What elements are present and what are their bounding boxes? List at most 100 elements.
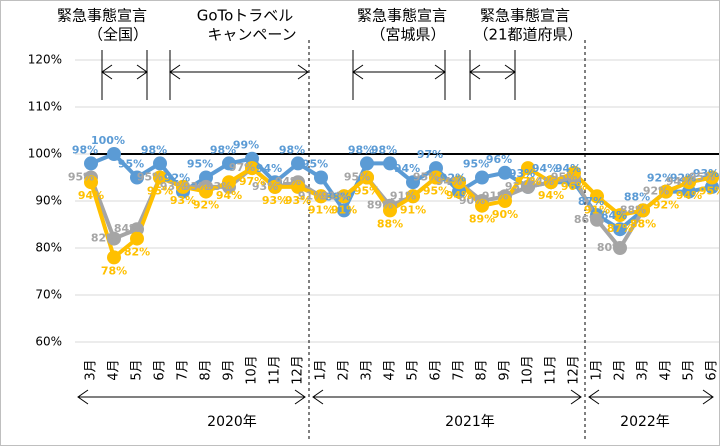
x-tick-label: 2月 — [337, 359, 352, 380]
data-label: 91% — [400, 203, 426, 216]
data-point — [245, 161, 259, 176]
data-point — [590, 212, 604, 227]
data-point — [613, 241, 627, 255]
data-label: 86% — [574, 213, 600, 226]
data-label: 91% — [482, 189, 508, 202]
data-point — [475, 170, 489, 185]
annotation-text: （全国） — [88, 26, 148, 44]
data-point — [84, 156, 98, 171]
data-label: 91% — [298, 189, 324, 202]
x-tick-label: 6月 — [429, 359, 444, 380]
data-point — [636, 203, 650, 218]
data-label: 92% — [440, 172, 466, 185]
data-point — [314, 189, 328, 204]
data-point — [268, 179, 282, 194]
x-tick-label: 8月 — [199, 359, 214, 380]
data-label: 95% — [413, 171, 439, 184]
data-label: 93% — [160, 180, 186, 193]
data-point — [613, 208, 627, 223]
data-point — [590, 189, 604, 204]
y-tick-label: 80% — [35, 241, 62, 255]
data-label: 98% — [72, 143, 98, 156]
data-label: 95% — [187, 158, 213, 171]
annotation-text: GoToトラベル — [197, 7, 294, 25]
data-label: 99% — [233, 139, 259, 152]
data-label: 94% — [446, 189, 472, 202]
data-label: 94% — [676, 189, 702, 202]
data-point — [521, 179, 535, 194]
x-tick-label: 1月 — [590, 359, 605, 380]
data-label: 82% — [91, 232, 117, 245]
data-label: 91% — [331, 203, 357, 216]
data-label: 93% — [183, 180, 209, 193]
data-label: 92% — [193, 199, 219, 212]
year-arrow-head — [312, 389, 582, 405]
data-point — [360, 170, 374, 185]
data-point — [107, 147, 121, 161]
data-point — [705, 170, 719, 185]
data-label: 89% — [367, 199, 393, 212]
data-label: 97% — [515, 175, 541, 188]
data-label: 95% — [463, 158, 489, 171]
data-label: 91% — [321, 189, 347, 202]
data-point — [498, 194, 512, 208]
data-point — [682, 175, 696, 190]
data-label: 93% — [170, 194, 196, 207]
data-point — [383, 203, 397, 218]
annotation-arrow-head — [352, 64, 446, 80]
x-tick-label: 5月 — [682, 359, 697, 380]
data-label: 93% — [206, 180, 232, 193]
year-label: 2020年 — [207, 414, 257, 430]
data-point — [153, 156, 167, 171]
data-label: 84% — [114, 222, 140, 235]
data-point — [383, 156, 397, 171]
data-point — [544, 175, 558, 190]
data-point — [613, 222, 627, 237]
data-point — [475, 198, 489, 213]
data-label: 95% — [689, 171, 715, 184]
data-point — [84, 175, 98, 190]
data-label: 97% — [417, 148, 443, 161]
data-label: 98% — [371, 143, 397, 156]
year-label: 2021年 — [445, 414, 495, 430]
data-point — [107, 231, 121, 246]
data-point — [130, 170, 144, 185]
data-label: 97% — [239, 175, 265, 188]
data-label: 93% — [285, 194, 311, 207]
data-label: 94% — [436, 175, 462, 188]
data-point — [406, 189, 420, 204]
data-point — [360, 156, 374, 171]
x-tick-label: 10月 — [521, 355, 536, 385]
data-label: 94% — [538, 189, 564, 202]
data-label: 80% — [597, 241, 623, 254]
data-label: 92% — [164, 172, 190, 185]
data-label: 78% — [101, 264, 127, 277]
x-tick-label: 12月 — [567, 355, 582, 385]
annotation-arrow-head — [469, 64, 516, 80]
y-tick-label: 90% — [35, 194, 62, 208]
data-label: 94% — [666, 175, 692, 188]
data-label: 92% — [653, 199, 679, 212]
data-label: 93% — [252, 180, 278, 193]
x-tick-label: 11月 — [544, 355, 559, 385]
x-tick-label: 2月 — [613, 359, 628, 380]
series-line — [89, 165, 713, 252]
annotation-text: （宮城県） — [370, 26, 445, 44]
data-label: 98% — [348, 143, 374, 156]
data-label: 98% — [279, 143, 305, 156]
data-point — [291, 179, 305, 194]
data-label: 88% — [325, 190, 351, 203]
data-point — [222, 175, 236, 190]
annotation-arrow-head — [101, 64, 148, 80]
annotation-text: 緊急事態宣言 — [357, 7, 447, 25]
data-label: 95% — [118, 158, 144, 171]
x-tick-label: 3月 — [636, 359, 651, 380]
x-tick-label: 5月 — [130, 359, 145, 380]
series-line — [89, 165, 713, 261]
data-label: 94% — [528, 175, 554, 188]
data-label: 95% — [68, 171, 94, 184]
year-arrow-head — [77, 389, 306, 405]
data-label: 94% — [532, 162, 558, 175]
data-label: 98% — [210, 143, 236, 156]
data-label: 95% — [423, 185, 449, 198]
